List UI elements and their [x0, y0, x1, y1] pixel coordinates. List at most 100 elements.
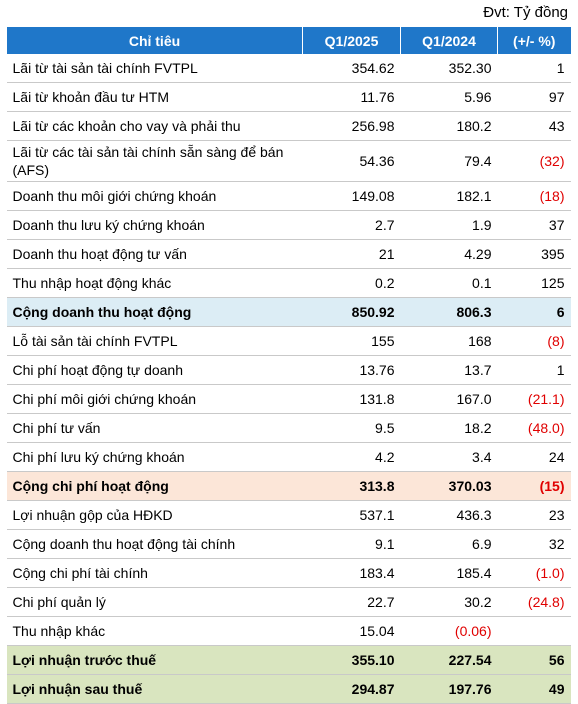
- value-cell: 168: [400, 326, 498, 356]
- table-row: Chi phí lưu ký chứng khoán 4.2 3.4 24: [6, 442, 571, 472]
- value-cell: 537.1: [302, 500, 401, 530]
- row-label: Lãi từ các tài sản tài chính sẵn sàng để…: [6, 140, 303, 182]
- table-row: Lãi từ các khoản cho vay và phải thu 256.…: [6, 111, 571, 141]
- value-cell: 313.8: [302, 471, 401, 501]
- value-cell: 0.2: [302, 268, 401, 298]
- value-cell: 79.4: [400, 140, 498, 182]
- row-label: Cộng doanh thu hoạt động: [6, 297, 303, 327]
- table-row: Chi phí môi giới chứng khoán 131.8 167.0 (2…: [6, 384, 571, 414]
- value-cell: 1.9: [400, 210, 498, 240]
- header-cell: Chỉ tiêu: [6, 27, 303, 54]
- row-label: Cộng chi phí hoạt động: [6, 471, 303, 501]
- value-cell: 167.0: [400, 384, 498, 414]
- table-row: Lãi từ khoản đầu tư HTM 11.76 5.96 97: [6, 82, 571, 112]
- value-cell: 355.10: [302, 645, 401, 675]
- row-label: Thu nhập hoạt động khác: [6, 268, 303, 298]
- value-cell: 125: [497, 268, 571, 298]
- table-row: Chi phí tư vấn 9.5 18.2 (48.0): [6, 413, 571, 443]
- value-cell: 4.2: [302, 442, 401, 472]
- row-label: Doanh thu môi giới chứng khoán: [6, 181, 303, 211]
- value-cell: 6.9: [400, 529, 498, 559]
- income-table: Chỉ tiêu Q1/2025 Q1/2024 (+/- %) Lãi từ tài…: [6, 27, 571, 704]
- value-cell: 197.76: [400, 674, 498, 704]
- value-cell: 11.76: [302, 82, 401, 112]
- table-row: Cộng doanh thu hoạt động tài chính 9.1 6.9…: [6, 529, 571, 559]
- row-label: Doanh thu hoạt động tư vấn: [6, 239, 303, 269]
- value-cell: (32): [497, 140, 571, 182]
- row-label: Chi phí môi giới chứng khoán: [6, 384, 303, 414]
- unit-note: Đvt: Tỷ đồng: [483, 4, 568, 21]
- row-label: Lợi nhuận sau thuế: [6, 674, 303, 704]
- row-label: Cộng doanh thu hoạt động tài chính: [6, 529, 303, 559]
- table-row: Lợi nhuận sau thuế 294.87 197.76 49: [6, 674, 571, 704]
- header-cell: Q1/2024: [400, 27, 498, 54]
- value-cell: 182.1: [400, 181, 498, 211]
- value-cell: 4.29: [400, 239, 498, 269]
- value-cell: 436.3: [400, 500, 498, 530]
- value-cell: 806.3: [400, 297, 498, 327]
- value-cell: 43: [497, 111, 571, 141]
- value-cell: (1.0): [497, 558, 571, 588]
- value-cell: 354.62: [302, 54, 401, 83]
- value-cell: 54.36: [302, 140, 401, 182]
- value-cell: 294.87: [302, 674, 401, 704]
- header-cell: (+/- %): [497, 27, 571, 54]
- table-row: Lỗ tài sản tài chính FVTPL 155 168 (8): [6, 326, 571, 356]
- value-cell: 370.03: [400, 471, 498, 501]
- value-cell: 183.4: [302, 558, 401, 588]
- row-label: Chi phí quản lý: [6, 587, 303, 617]
- row-label: Doanh thu lưu ký chứng khoán: [6, 210, 303, 240]
- value-cell: 56: [497, 645, 571, 675]
- row-label: Cộng chi phí tài chính: [6, 558, 303, 588]
- value-cell: (15): [497, 471, 571, 501]
- value-cell: 6: [497, 297, 571, 327]
- value-cell: (24.8): [497, 587, 571, 617]
- value-cell: 24: [497, 442, 571, 472]
- value-cell: 180.2: [400, 111, 498, 141]
- table-row: Cộng doanh thu hoạt động 850.92 806.3 6: [6, 297, 571, 327]
- value-cell: 131.8: [302, 384, 401, 414]
- value-cell: (18): [497, 181, 571, 211]
- value-cell: 149.08: [302, 181, 401, 211]
- value-cell: 32: [497, 529, 571, 559]
- value-cell: 1: [497, 54, 571, 83]
- header-row: Chỉ tiêu Q1/2025 Q1/2024 (+/- %): [6, 27, 571, 54]
- row-label: Lãi từ tài sản tài chính FVTPL: [6, 54, 303, 83]
- value-cell: 22.7: [302, 587, 401, 617]
- table-row: Lợi nhuận trước thuế 355.10 227.54 56: [6, 645, 571, 675]
- value-cell: 227.54: [400, 645, 498, 675]
- value-cell: 21: [302, 239, 401, 269]
- row-label: Chi phí tư vấn: [6, 413, 303, 443]
- row-label: Lãi từ khoản đầu tư HTM: [6, 82, 303, 112]
- value-cell: 185.4: [400, 558, 498, 588]
- row-label: Chi phí hoạt động tự doanh: [6, 355, 303, 385]
- table-row: Doanh thu hoạt động tư vấn 21 4.29 395: [6, 239, 571, 269]
- value-cell: (48.0): [497, 413, 571, 443]
- table-row: Thu nhập hoạt động khác 0.2 0.1 125: [6, 268, 571, 298]
- value-cell: (8): [497, 326, 571, 356]
- row-label: Lợi nhuận trước thuế: [6, 645, 303, 675]
- value-cell: 0.1: [400, 268, 498, 298]
- table-row: Lãi từ tài sản tài chính FVTPL 354.62 352.…: [6, 54, 571, 83]
- table-row: Chi phí quản lý 22.7 30.2 (24.8): [6, 587, 571, 617]
- value-cell: 352.30: [400, 54, 498, 83]
- value-cell: 13.7: [400, 355, 498, 385]
- value-cell: 9.5: [302, 413, 401, 443]
- row-label: Chi phí lưu ký chứng khoán: [6, 442, 303, 472]
- table-row: Cộng chi phí hoạt động 313.8 370.03 (15): [6, 471, 571, 501]
- table-row: Chi phí hoạt động tự doanh 13.76 13.7 1: [6, 355, 571, 385]
- value-cell: 256.98: [302, 111, 401, 141]
- value-cell: 37: [497, 210, 571, 240]
- value-cell: 49: [497, 674, 571, 704]
- value-cell: 13.76: [302, 355, 401, 385]
- value-cell: 1: [497, 355, 571, 385]
- table-row: Lợi nhuận gộp của HĐKD 537.1 436.3 23: [6, 500, 571, 530]
- value-cell: 9.1: [302, 529, 401, 559]
- value-cell: (0.06): [400, 616, 498, 646]
- table-row: Doanh thu lưu ký chứng khoán 2.7 1.9 37: [6, 210, 571, 240]
- value-cell: 3.4: [400, 442, 498, 472]
- value-cell: 97: [497, 82, 571, 112]
- value-cell: 23: [497, 500, 571, 530]
- value-cell: 15.04: [302, 616, 401, 646]
